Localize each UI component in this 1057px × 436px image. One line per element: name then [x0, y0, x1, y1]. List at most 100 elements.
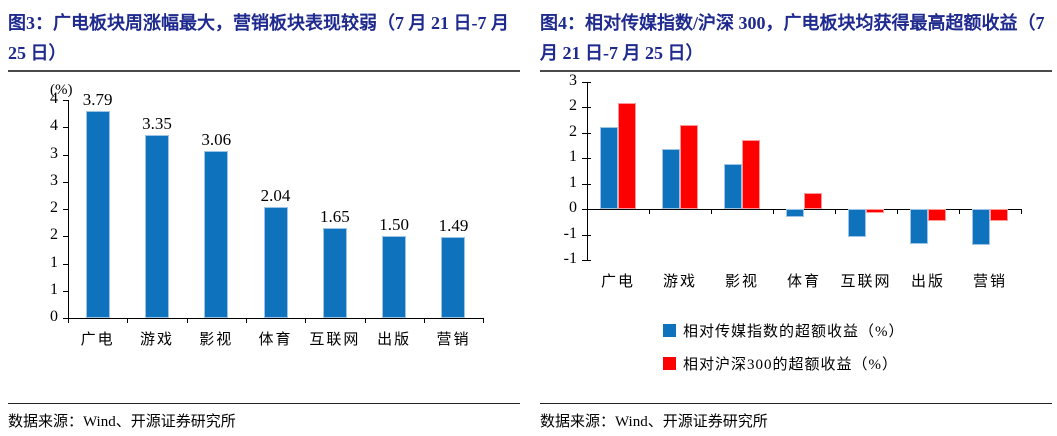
y-tick-mark	[582, 132, 591, 134]
x-tick-mark	[127, 318, 129, 323]
x-tick-mark	[245, 318, 247, 323]
chart-legend: 相对传媒指数的超额收益（%） 相对沪深300的超额收益（%）	[663, 320, 905, 386]
figure4-column: 图4：相对传媒指数/沪深 300，广电板块均获得最高超额收益（7 月 21 日-…	[540, 8, 1052, 431]
y-tick-label: 3	[50, 171, 58, 189]
x-category-label: 出版	[910, 274, 945, 290]
y-tick-label: 4	[50, 117, 58, 135]
x-tick-mark	[587, 209, 588, 215]
x-category-label: 影视	[199, 332, 234, 348]
bar-出版-series1	[928, 209, 946, 222]
figure3-column: 图3：广电板块周涨幅最大，营销板块表现较弱（7 月 21 日-7 月 25 日）…	[8, 8, 520, 431]
x-category-label: 营销	[972, 274, 1007, 290]
x-category-label: 互联网	[840, 274, 892, 290]
x-tick-mark	[483, 318, 485, 323]
y-tick-mark	[63, 127, 68, 129]
y-tick-mark	[582, 260, 591, 261]
bar-value-label: 3.79	[82, 90, 113, 110]
bar-value-label: 1.50	[379, 215, 410, 235]
x-category-label: 游戏	[662, 274, 697, 290]
y-axis-line	[68, 100, 69, 318]
y-tick-label: 1	[50, 280, 58, 298]
x-category-label: 游戏	[139, 332, 174, 348]
x-category-label: 营销	[436, 332, 471, 348]
bar-营销	[441, 236, 466, 318]
y-tick-label: 2	[569, 97, 577, 115]
x-tick-mark	[68, 318, 69, 323]
figure4-source: 数据来源：Wind、开源证券研究所	[540, 403, 1052, 431]
bar-影视-series0	[724, 164, 742, 210]
x-tick-mark	[364, 318, 366, 323]
bar-广电	[85, 111, 110, 318]
y-tick-mark	[63, 154, 68, 156]
x-category-label: 广电	[80, 332, 115, 348]
bar-体育-series1	[804, 193, 822, 210]
x-tick-mark	[649, 209, 650, 215]
bar-value-label: 2.04	[260, 185, 291, 205]
legend-swatch-blue-icon	[663, 323, 676, 337]
y-axis-line	[587, 82, 588, 260]
y-tick-label: 1	[569, 173, 577, 191]
zero-axis-line	[587, 209, 1021, 211]
y-tick-mark	[582, 183, 591, 185]
bar-广电-series0	[600, 126, 618, 210]
y-tick-label: 1	[50, 253, 58, 271]
y-tick-mark	[582, 209, 591, 211]
y-tick-mark	[63, 181, 68, 183]
figure3-bar-chart: (%) 4 4 3 3 2 2 1 1 0 3.79 广电 3.35 游戏 3.06 影视 2.04 体育 1.65…	[8, 78, 520, 350]
bar-游戏-series1	[680, 125, 698, 210]
y-tick-label: 2	[50, 226, 58, 244]
y-tick-label: 2	[50, 199, 58, 216]
x-tick-mark	[1021, 209, 1022, 215]
y-tick-mark	[63, 236, 68, 238]
x-tick-mark	[423, 318, 425, 323]
y-tick-label: -1	[563, 250, 577, 267]
bar-影视-series1	[742, 139, 760, 210]
legend-label-media-index: 相对传媒指数的超额收益（%）	[683, 323, 905, 340]
x-category-label: 出版	[377, 332, 412, 348]
y-tick-mark	[582, 82, 591, 83]
bar-value-label: 3.06	[201, 130, 232, 150]
y-tick-label: 3	[569, 72, 577, 89]
figure4-title-rule	[540, 70, 1052, 72]
x-category-label: 体育	[258, 332, 293, 348]
x-tick-mark	[305, 318, 307, 323]
bar-value-label: 1.49	[438, 215, 469, 235]
bar-出版-series0	[910, 209, 928, 245]
bar-营销-series1	[990, 209, 1008, 222]
legend-item-csi300: 相对沪深300的超额收益（%）	[663, 353, 905, 373]
figure4-title: 图4：相对传媒指数/沪深 300，广电板块均获得最高超额收益（7 月 21 日-…	[540, 13, 1045, 63]
x-tick-mark	[835, 209, 836, 215]
bar-游戏-series0	[662, 149, 680, 210]
y-tick-label: 1	[569, 148, 577, 166]
legend-item-media-index: 相对传媒指数的超额收益（%）	[663, 320, 905, 340]
bar-出版	[382, 236, 407, 318]
y-tick-mark	[63, 263, 68, 265]
y-tick-mark	[63, 318, 68, 319]
y-tick-label: -1	[563, 224, 577, 242]
legend-swatch-red-icon	[663, 356, 676, 370]
bar-体育	[263, 206, 288, 318]
x-tick-mark	[186, 318, 188, 323]
bar-互联网	[322, 228, 347, 318]
y-tick-mark	[582, 158, 591, 160]
bar-value-label: 1.65	[319, 207, 350, 227]
y-tick-mark	[582, 234, 591, 236]
legend-label-csi300: 相对沪深300的超额收益（%）	[683, 356, 898, 373]
y-axis-unit-label: (%)	[50, 82, 73, 98]
bar-影视	[204, 151, 229, 318]
y-tick-label: 2	[569, 122, 577, 140]
figure3-title: 图3：广电板块周涨幅最大，营销板块表现较弱（7 月 21 日-7 月 25 日）	[8, 13, 509, 63]
y-tick-label: 4	[50, 90, 58, 107]
bar-广电-series1	[618, 102, 636, 210]
bar-value-label: 3.35	[142, 114, 172, 134]
y-tick-label: 0	[569, 199, 577, 217]
y-tick-label: 0	[50, 308, 58, 325]
x-category-label: 广电	[600, 274, 635, 290]
figure3-source: 数据来源：Wind、开源证券研究所	[8, 403, 520, 431]
x-tick-mark	[773, 209, 774, 215]
x-category-label: 体育	[786, 274, 821, 290]
figure3-title-rule	[8, 70, 520, 72]
x-axis-line	[68, 318, 484, 319]
x-category-label: 影视	[724, 274, 759, 290]
